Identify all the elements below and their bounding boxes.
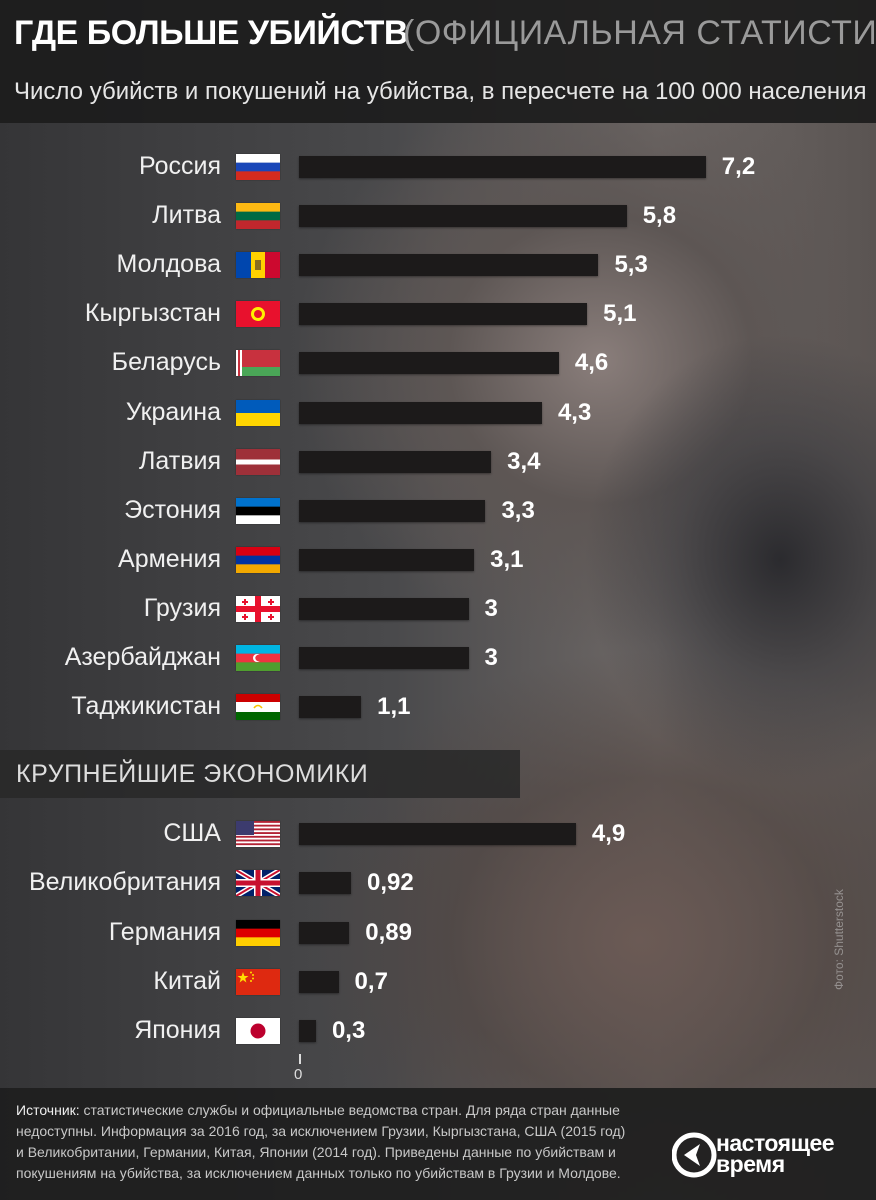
bar (299, 597, 469, 620)
category-label: Япония (134, 1016, 221, 1045)
flag-lithuania-icon (236, 203, 280, 230)
chart-title-note: (ОФИЦИАЛЬНАЯ СТАТИСТИКА) (403, 14, 876, 52)
section-header: КРУПНЕЙШИЕ ЭКОНОМИКИ (0, 750, 520, 798)
flag-latvia-icon (236, 448, 280, 475)
bar (299, 303, 588, 326)
bar (299, 696, 362, 719)
category-label: Украина (125, 397, 221, 426)
category-label: Германия (108, 917, 221, 946)
value-label: 5,3 (614, 251, 648, 279)
flag-russia-icon (236, 154, 280, 180)
zero-tick (299, 1054, 301, 1064)
bar (299, 156, 706, 178)
category-label: Эстония (124, 495, 221, 524)
footer (0, 1088, 876, 1200)
category-label: Латвия (139, 446, 221, 475)
title-bar: ГДЕ БОЛЬШЕ УБИЙСТВ (ОФИЦИАЛЬНАЯ СТАТИСТИ… (0, 0, 876, 123)
bar (299, 548, 475, 571)
flag-japan-icon (236, 1018, 280, 1045)
flag-usa-icon (236, 821, 280, 847)
category-label: Таджикистан (71, 692, 221, 721)
category-label: Грузия (143, 593, 221, 622)
value-label: 3 (484, 594, 498, 622)
bar (299, 205, 627, 228)
bar (299, 970, 339, 993)
value-label: 4,3 (557, 398, 592, 426)
logo-line-1: настоящее (716, 1130, 835, 1156)
flag-kyrgyzstan-icon (236, 301, 280, 328)
section-label: КРУПНЕЙШИЕ ЭКОНОМИКИ (16, 760, 369, 788)
brand-logo (672, 1132, 717, 1178)
source-note: Источник: статистические службы и официа… (16, 1100, 626, 1184)
source-label: Источник: (16, 1102, 80, 1118)
flag-tajikistan-icon (236, 694, 280, 721)
bar (299, 1020, 316, 1043)
bar (299, 823, 576, 845)
flag-uk-icon (236, 870, 280, 897)
value-label: 0,3 (331, 1017, 366, 1045)
zero-tick-label: 0 (294, 1066, 303, 1083)
value-label: 4,9 (591, 820, 626, 847)
category-label: Кыргызстан (84, 299, 221, 328)
value-label: 0,92 (366, 869, 414, 897)
category-label: Армения (118, 544, 221, 573)
bar (299, 450, 492, 473)
category-label: США (163, 819, 221, 847)
source-text: статистические службы и официальные ведо… (16, 1102, 626, 1181)
bar (299, 254, 599, 277)
value-label: 3,4 (507, 447, 541, 475)
value-label: 3,3 (501, 496, 535, 524)
category-label: Великобритания (29, 868, 221, 897)
flag-azerbaijan-icon (236, 645, 280, 671)
flag-germany-icon (236, 919, 280, 946)
value-label: 3 (484, 644, 498, 671)
category-label: Китай (153, 966, 221, 995)
bar (299, 499, 486, 522)
category-label: Беларусь (111, 348, 221, 377)
category-label: Россия (139, 152, 221, 180)
flag-ukraine-icon (236, 399, 280, 426)
flag-china-icon (236, 968, 280, 995)
bar (299, 921, 350, 944)
logo-line-2: время (716, 1151, 785, 1177)
value-label: 5,1 (603, 300, 637, 328)
bar (299, 401, 542, 424)
photo-credit: Фото: Shutterstock (832, 889, 846, 990)
category-label: Молдова (116, 250, 221, 279)
chart-title: ГДЕ БОЛЬШЕ УБИЙСТВ (14, 14, 408, 52)
flag-moldova-icon (236, 252, 280, 279)
value-label: 5,8 (642, 202, 677, 230)
category-label: Литва (152, 201, 221, 230)
bar (299, 872, 351, 895)
value-label: 0,7 (354, 967, 388, 995)
flag-estonia-icon (236, 497, 280, 524)
flag-armenia-icon (236, 546, 280, 573)
brand-logo-text: настоящее время (716, 1130, 835, 1177)
value-label: 3,1 (490, 545, 524, 573)
bar (299, 647, 469, 669)
flag-georgia-icon (236, 595, 280, 622)
value-label: 4,6 (574, 349, 609, 377)
value-label: 7,2 (721, 153, 756, 180)
value-label: 1,1 (377, 693, 411, 721)
flag-belarus-icon (236, 350, 280, 377)
chart-subtitle: Число убийств и покушений на убийства, в… (14, 78, 867, 105)
value-label: 0,89 (365, 918, 412, 946)
category-label: Азербайджан (64, 643, 221, 671)
bar (299, 352, 559, 375)
